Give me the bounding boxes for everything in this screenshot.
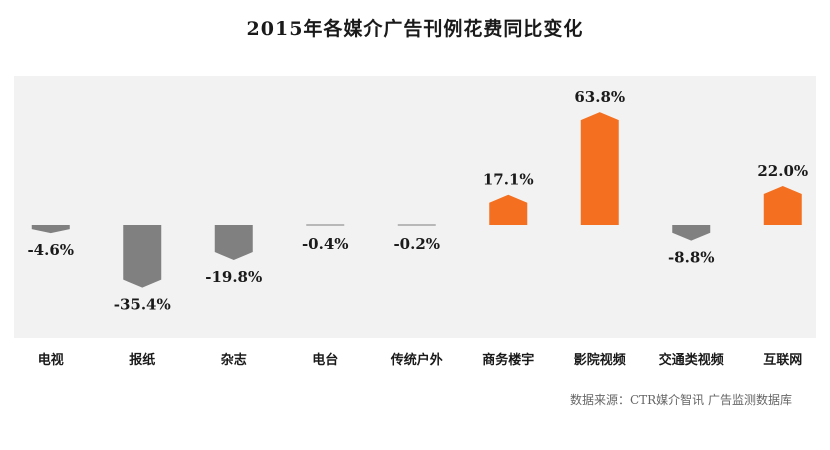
category-label: 电视: [38, 352, 64, 368]
category-label: 报纸: [129, 352, 155, 368]
data-source-note: 数据来源：CTR媒介智讯 广告监测数据库: [569, 393, 792, 407]
bar-value-label: -4.6%: [27, 241, 74, 259]
bar-value-label: 22.0%: [757, 162, 808, 180]
category-label: 影院视频: [574, 352, 626, 368]
category-label: 传统户外: [390, 352, 443, 368]
bar-value-label: 63.8%: [574, 88, 625, 106]
bar-5: [489, 194, 528, 225]
category-label: 商务楼宇: [482, 352, 534, 368]
bar-0: [31, 225, 70, 234]
bar-value-label: -35.4%: [114, 296, 171, 314]
category-label: 互联网: [763, 353, 802, 368]
chart-title: 2015年各媒介广告刊例花费同比变化: [246, 18, 584, 40]
bar-1: [123, 225, 162, 288]
plot-area: [14, 76, 816, 338]
bar-6: [580, 112, 619, 225]
bar-7: [672, 225, 711, 241]
bar-3: [306, 224, 345, 226]
bar-value-label: -0.2%: [393, 235, 440, 253]
bar-value-label: -0.4%: [302, 235, 349, 253]
bar-4: [397, 224, 436, 226]
category-label: 电台: [312, 352, 338, 368]
category-label: 交通类视频: [659, 352, 724, 368]
bar-value-label: -19.8%: [205, 268, 262, 286]
bar-value-label: 17.1%: [483, 171, 534, 189]
category-label: 杂志: [221, 352, 247, 368]
bar-value-label: -8.8%: [668, 249, 715, 267]
bar-2: [214, 225, 253, 261]
bar-8: [763, 186, 802, 225]
